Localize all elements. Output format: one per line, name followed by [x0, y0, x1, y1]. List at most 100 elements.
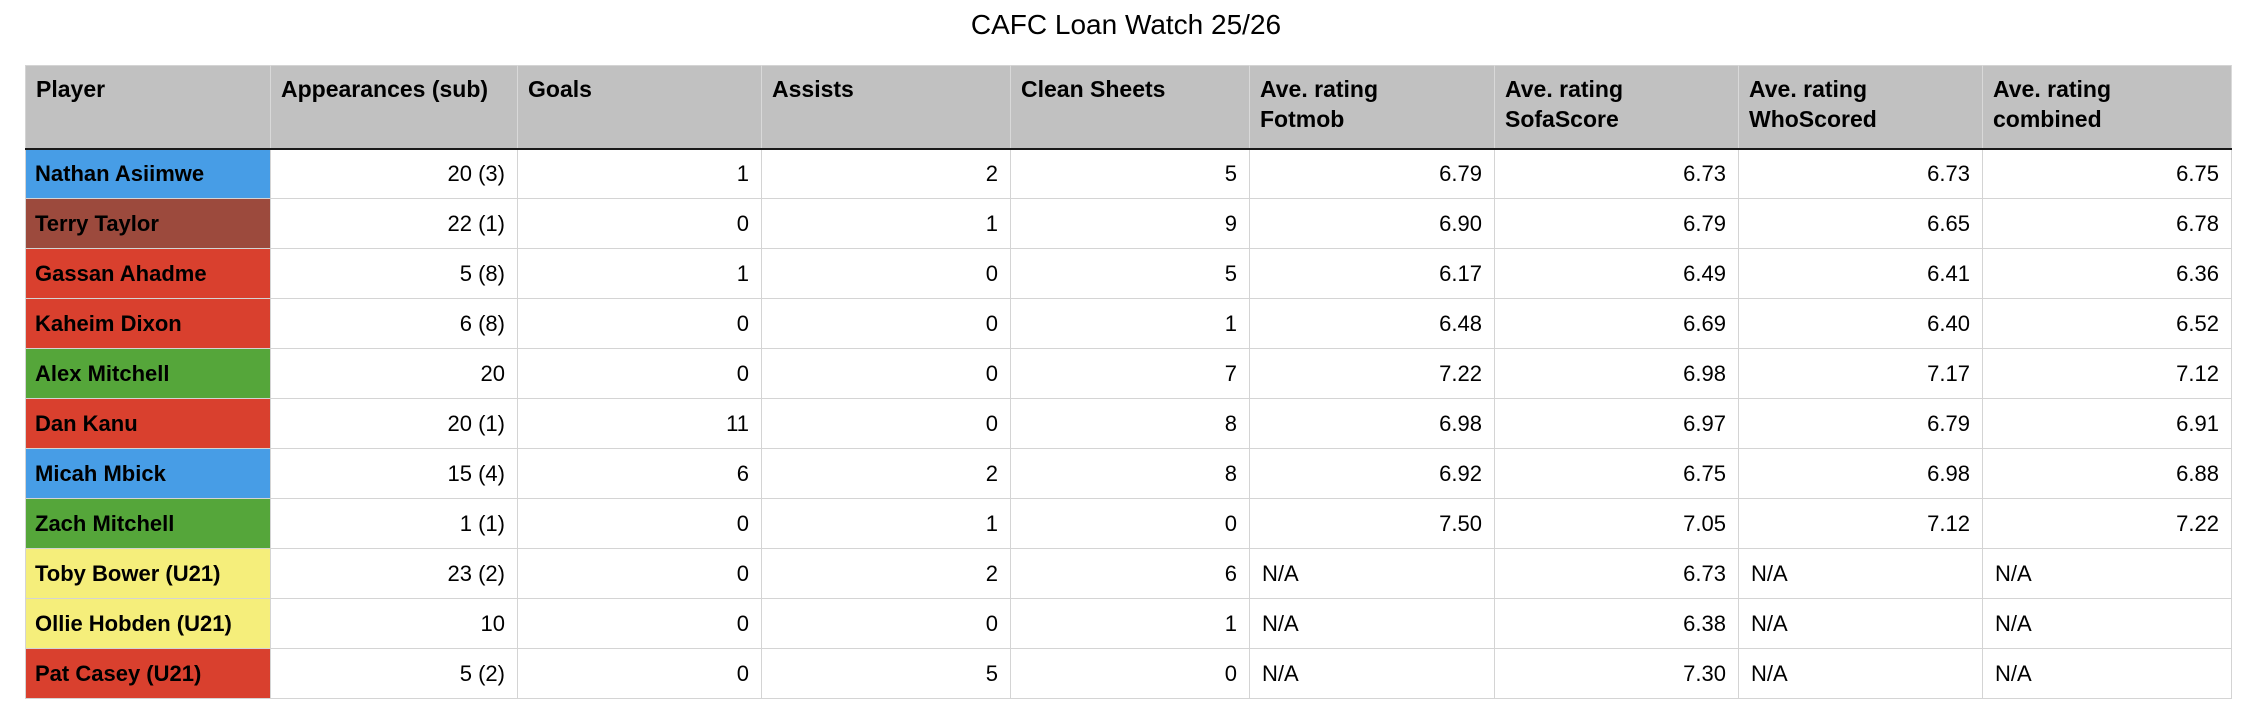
goals-cell[interactable]: 0: [517, 348, 762, 399]
combined-cell[interactable]: 6.88: [1982, 448, 2232, 499]
fotmob-cell[interactable]: N/A: [1249, 648, 1495, 699]
assists-cell[interactable]: 0: [761, 398, 1011, 449]
assists-cell[interactable]: 2: [761, 448, 1011, 499]
assists-cell[interactable]: 5: [761, 648, 1011, 699]
combined-cell[interactable]: 6.52: [1982, 298, 2232, 349]
player-cell[interactable]: Nathan Asiimwe: [25, 148, 271, 199]
fotmob-cell[interactable]: 7.50: [1249, 498, 1495, 549]
clean_sheets-cell[interactable]: 0: [1010, 648, 1250, 699]
combined-cell[interactable]: 6.91: [1982, 398, 2232, 449]
goals-cell[interactable]: 0: [517, 648, 762, 699]
sofascore-cell[interactable]: 6.97: [1494, 398, 1739, 449]
fotmob-cell[interactable]: 6.79: [1249, 148, 1495, 199]
column-header-fotmob[interactable]: Ave. rating Fotmob: [1249, 65, 1495, 150]
appearances-cell[interactable]: 5 (8): [270, 248, 518, 299]
clean_sheets-cell[interactable]: 8: [1010, 398, 1250, 449]
column-header-appearances[interactable]: Appearances (sub): [270, 65, 518, 150]
appearances-cell[interactable]: 5 (2): [270, 648, 518, 699]
column-header-player[interactable]: Player: [25, 65, 271, 150]
sofascore-cell[interactable]: 6.73: [1494, 548, 1739, 599]
column-header-goals[interactable]: Goals: [517, 65, 762, 150]
fotmob-cell[interactable]: 6.17: [1249, 248, 1495, 299]
whoscored-cell[interactable]: 6.65: [1738, 198, 1983, 249]
whoscored-cell[interactable]: 7.12: [1738, 498, 1983, 549]
column-header-whoscored[interactable]: Ave. rating WhoScored: [1738, 65, 1983, 150]
sofascore-cell[interactable]: 6.79: [1494, 198, 1739, 249]
whoscored-cell[interactable]: 6.41: [1738, 248, 1983, 299]
clean_sheets-cell[interactable]: 5: [1010, 148, 1250, 199]
clean_sheets-cell[interactable]: 6: [1010, 548, 1250, 599]
sofascore-cell[interactable]: 7.30: [1494, 648, 1739, 699]
goals-cell[interactable]: 0: [517, 498, 762, 549]
column-header-assists[interactable]: Assists: [761, 65, 1011, 150]
assists-cell[interactable]: 0: [761, 348, 1011, 399]
appearances-cell[interactable]: 22 (1): [270, 198, 518, 249]
fotmob-cell[interactable]: 6.48: [1249, 298, 1495, 349]
assists-cell[interactable]: 0: [761, 248, 1011, 299]
clean_sheets-cell[interactable]: 8: [1010, 448, 1250, 499]
goals-cell[interactable]: 1: [517, 248, 762, 299]
whoscored-cell[interactable]: 6.40: [1738, 298, 1983, 349]
appearances-cell[interactable]: 20 (3): [270, 148, 518, 199]
column-header-combined[interactable]: Ave. rating combined: [1982, 65, 2232, 150]
combined-cell[interactable]: 6.78: [1982, 198, 2232, 249]
clean_sheets-cell[interactable]: 1: [1010, 598, 1250, 649]
appearances-cell[interactable]: 6 (8): [270, 298, 518, 349]
player-cell[interactable]: Dan Kanu: [25, 398, 271, 449]
player-cell[interactable]: Toby Bower (U21): [25, 548, 271, 599]
goals-cell[interactable]: 0: [517, 598, 762, 649]
fotmob-cell[interactable]: N/A: [1249, 548, 1495, 599]
clean_sheets-cell[interactable]: 1: [1010, 298, 1250, 349]
whoscored-cell[interactable]: 7.17: [1738, 348, 1983, 399]
combined-cell[interactable]: N/A: [1982, 648, 2232, 699]
combined-cell[interactable]: 7.12: [1982, 348, 2232, 399]
whoscored-cell[interactable]: 6.79: [1738, 398, 1983, 449]
player-cell[interactable]: Pat Casey (U21): [25, 648, 271, 699]
goals-cell[interactable]: 1: [517, 148, 762, 199]
sofascore-cell[interactable]: 6.49: [1494, 248, 1739, 299]
whoscored-cell[interactable]: N/A: [1738, 648, 1983, 699]
sofascore-cell[interactable]: 6.38: [1494, 598, 1739, 649]
whoscored-cell[interactable]: 6.98: [1738, 448, 1983, 499]
combined-cell[interactable]: 6.36: [1982, 248, 2232, 299]
sofascore-cell[interactable]: 6.73: [1494, 148, 1739, 199]
appearances-cell[interactable]: 15 (4): [270, 448, 518, 499]
assists-cell[interactable]: 2: [761, 148, 1011, 199]
player-cell[interactable]: Terry Taylor: [25, 198, 271, 249]
goals-cell[interactable]: 0: [517, 198, 762, 249]
clean_sheets-cell[interactable]: 7: [1010, 348, 1250, 399]
sofascore-cell[interactable]: 6.98: [1494, 348, 1739, 399]
combined-cell[interactable]: N/A: [1982, 598, 2232, 649]
player-cell[interactable]: Kaheim Dixon: [25, 298, 271, 349]
column-header-clean_sheets[interactable]: Clean Sheets: [1010, 65, 1250, 150]
assists-cell[interactable]: 0: [761, 598, 1011, 649]
whoscored-cell[interactable]: 6.73: [1738, 148, 1983, 199]
goals-cell[interactable]: 0: [517, 298, 762, 349]
player-cell[interactable]: Micah Mbick: [25, 448, 271, 499]
sofascore-cell[interactable]: 7.05: [1494, 498, 1739, 549]
assists-cell[interactable]: 2: [761, 548, 1011, 599]
appearances-cell[interactable]: 20: [270, 348, 518, 399]
combined-cell[interactable]: 7.22: [1982, 498, 2232, 549]
appearances-cell[interactable]: 20 (1): [270, 398, 518, 449]
clean_sheets-cell[interactable]: 0: [1010, 498, 1250, 549]
fotmob-cell[interactable]: 6.92: [1249, 448, 1495, 499]
appearances-cell[interactable]: 23 (2): [270, 548, 518, 599]
fotmob-cell[interactable]: 6.98: [1249, 398, 1495, 449]
player-cell[interactable]: Ollie Hobden (U21): [25, 598, 271, 649]
fotmob-cell[interactable]: N/A: [1249, 598, 1495, 649]
assists-cell[interactable]: 1: [761, 498, 1011, 549]
combined-cell[interactable]: 6.75: [1982, 148, 2232, 199]
fotmob-cell[interactable]: 7.22: [1249, 348, 1495, 399]
assists-cell[interactable]: 1: [761, 198, 1011, 249]
player-cell[interactable]: Gassan Ahadme: [25, 248, 271, 299]
fotmob-cell[interactable]: 6.90: [1249, 198, 1495, 249]
clean_sheets-cell[interactable]: 9: [1010, 198, 1250, 249]
appearances-cell[interactable]: 1 (1): [270, 498, 518, 549]
whoscored-cell[interactable]: N/A: [1738, 598, 1983, 649]
column-header-sofascore[interactable]: Ave. rating SofaScore: [1494, 65, 1739, 150]
sofascore-cell[interactable]: 6.75: [1494, 448, 1739, 499]
clean_sheets-cell[interactable]: 5: [1010, 248, 1250, 299]
goals-cell[interactable]: 11: [517, 398, 762, 449]
sofascore-cell[interactable]: 6.69: [1494, 298, 1739, 349]
